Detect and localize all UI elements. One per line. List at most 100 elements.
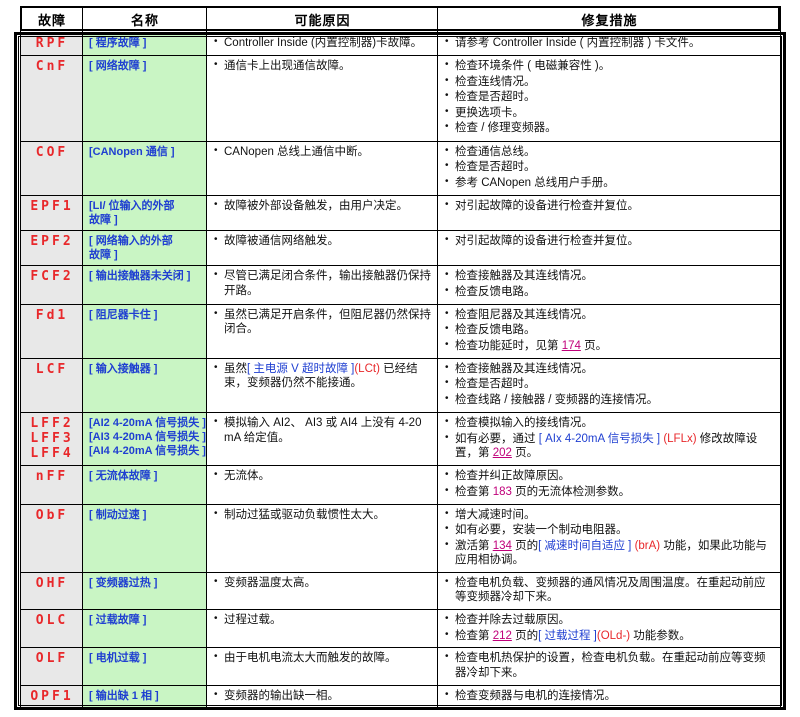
bullet-item: 制动过猛或驱动负载惯性太大。: [213, 507, 432, 523]
fault-code-cell: EPF2: [20, 230, 83, 267]
remedy-list: 检查接触器及其连线情况。检查反馈电路。: [444, 268, 775, 300]
fault-name: [ 无流体故障 ]: [89, 470, 158, 483]
text-run: (OLd-): [596, 629, 631, 642]
bullet-item: 更换选项卡。: [444, 105, 775, 121]
remedy-cell: 检查电机热保护的设置，检查电机负载。在重起动前应等变频器冷却下来。: [437, 647, 781, 686]
text-run: 检查并除去过载原因。: [455, 614, 570, 627]
fault-name: [CANopen 通信 ]: [89, 145, 175, 158]
fault-name: [AI3 4-20mA 信号损失 ]: [89, 431, 206, 444]
fault-name-cell: [ 变频器过热 ]: [82, 571, 207, 611]
fault-name-cell: [ 输出接触器未关闭 ]: [82, 265, 207, 305]
table-row: OLF [ 电机过载 ] 由于电机电流太大而触发的故障。 检查电机热保护的设置，检查电…: [20, 647, 781, 686]
remedy-cell: 检查接触器及其连线情况。检查反馈电路。: [437, 265, 781, 305]
probable-cause-list: 尽管已满足闭合条件，输出接触器仍保持开路。: [213, 268, 432, 298]
fault-code: EPF2: [30, 234, 74, 250]
table-row: OHF [ 变频器过热 ] 变频器温度太高。 检查电机负载、变频器的通风情况及周围温度…: [20, 571, 781, 611]
fault-code-cell: OLC: [20, 609, 83, 649]
page-reference[interactable]: 134: [492, 539, 512, 552]
bullet-item: 检查通信总线。: [444, 144, 775, 160]
bullet-item: 检查环境条件 ( 电磁兼容性 )。: [444, 58, 775, 74]
probable-cause-cell: 虽然已满足开启条件，但阻尼器仍然保持闭合。: [206, 303, 438, 359]
bullet-item: 检查阻尼器及其连线情况。: [444, 307, 775, 323]
fault-code-cell: LFF2 LFF3 LFF4: [20, 412, 83, 467]
probable-cause-cell: 过程过载。: [206, 609, 438, 649]
remedy-list: 检查阻尼器及其连线情况。检查反馈电路。检查功能延时，见第 174 页。: [444, 307, 775, 354]
text-run: 如有必要，通过: [455, 432, 539, 445]
table-row: FCF2[ 输出接触器未关闭 ]尽管已满足闭合条件，输出接触器仍保持开路。检查接…: [20, 265, 781, 305]
text-run: 检查反馈电路。: [455, 324, 536, 337]
fault-code: LFF3: [30, 431, 74, 447]
text-run: 检查接触器及其连线情况。: [455, 362, 593, 375]
remedy-cell: 检查通信总线。检查是否超时。参考 CANopen 总线用户手册。: [437, 140, 781, 196]
remedy-list: 检查电机热保护的设置，检查电机负载。在重起动前应等变频器冷却下来。: [444, 650, 775, 680]
fault-name: 故障 ]: [89, 249, 118, 262]
fault-name-cell: [LI/ 位输入的外部 故障 ]: [82, 194, 207, 232]
text-run: 检查接触器及其连线情况。: [455, 270, 593, 283]
probable-cause-cell: Controller Inside (内置控制器)卡故障。: [206, 31, 438, 57]
text-run: 故障被通信网络触发。: [224, 235, 339, 248]
text-run: CANopen 总线上通信中断。: [224, 145, 370, 158]
fault-code: OHF: [35, 575, 69, 591]
fault-code-cell: RPF: [20, 31, 83, 57]
fault-name: [ 输出接触器未关闭 ]: [89, 270, 191, 283]
table-row: ObF [ 制动过速 ] 制动过猛或驱动负载惯性太大。 增大减速时间。如有必要，安装一…: [20, 503, 781, 573]
remedy-list: 检查通信总线。检查是否超时。参考 CANopen 总线用户手册。: [444, 144, 775, 191]
page-reference[interactable]: 212: [492, 629, 512, 642]
fault-code: COF: [35, 144, 69, 160]
probable-cause-list: 模拟输入 AI2、 AI3 或 AI4 上没有 4-20 mA 给定值。: [213, 415, 432, 445]
table-header-row: 故障 名称 可能原因 修复措施: [20, 6, 781, 33]
bullet-item: 检查并纠正故障原因。: [444, 468, 775, 484]
text-run: (LCt): [354, 362, 380, 375]
bullet-item: 检查功能延时，见第 174 页。: [444, 338, 775, 354]
table-row: COF [CANopen 通信 ] CANopen 总线上通信中断。 检查通信总线。检…: [20, 140, 781, 196]
text-run: (brA): [631, 539, 661, 552]
text-run: 检查第: [455, 629, 493, 642]
probable-cause-cell: 尽管已满足闭合条件，输出接触器仍保持开路。: [206, 265, 438, 305]
text-run: 检查并纠正故障原因。: [455, 470, 570, 483]
bullet-item: 如有必要，通过 [ AIx 4-20mA 信号损失 ] (LFLx) 修改故障设…: [444, 431, 775, 461]
bullet-item: 激活第 134 页的[ 减速时间自适应 ] (brA) 功能，如果此功能与应用相…: [444, 538, 775, 568]
fault-name-cell: [CANopen 通信 ]: [82, 140, 207, 196]
fault-code: OPF1: [30, 688, 74, 704]
fault-name: [AI2 4-20mA 信号损失 ]: [89, 417, 206, 430]
bullet-item: 检查接触器及其连线情况。: [444, 268, 775, 284]
bullet-item: 检查模拟输入的接线情况。: [444, 415, 775, 431]
probable-cause-cell: CANopen 总线上通信中断。: [206, 140, 438, 196]
probable-cause-list: 故障被通信网络触发。: [213, 233, 432, 249]
fault-name: [ 过载故障 ]: [89, 614, 147, 627]
remedy-cell: 对引起故障的设备进行检查并复位。: [437, 230, 781, 267]
probable-cause-cell: 由于电机电流太大而触发的故障。: [206, 647, 438, 686]
text-run: 变频器温度太高。: [224, 576, 316, 589]
text-run: [ 减速时间自适应 ]: [538, 539, 632, 552]
text-run: 检查阻尼器及其连线情况。: [455, 308, 593, 321]
bullet-item: 检查是否超时。: [444, 376, 775, 392]
remedy-cell: 增大减速时间。如有必要，安装一个制动电阻器。激活第 134 页的[ 减速时间自适…: [437, 503, 781, 573]
fault-name: [ 变频器过热 ]: [89, 576, 158, 589]
remedy-cell: 请参考 Controller Inside ( 内置控制器 ) 卡文件。: [437, 31, 781, 57]
remedy-list: 检查变频器与电机的连接情况。: [444, 688, 775, 704]
page-reference[interactable]: 183: [492, 485, 512, 498]
bullet-item: 请参考 Controller Inside ( 内置控制器 ) 卡文件。: [444, 35, 775, 51]
fault-name-cell: [ 输入接触器 ]: [82, 357, 207, 414]
text-run: 对引起故障的设备进行检查并复位。: [455, 199, 639, 212]
fault-name: [ 网络输入的外部: [89, 235, 173, 248]
fault-code: nFF: [35, 469, 69, 485]
page-reference[interactable]: 202: [492, 447, 512, 460]
column-header-code: 故障: [20, 6, 83, 33]
bullet-item: 检查反馈电路。: [444, 284, 775, 300]
text-run: 参考 CANopen 总线用户手册。: [455, 176, 615, 189]
bullet-item: 虽然已满足开启条件，但阻尼器仍然保持闭合。: [213, 307, 432, 337]
fault-name: [AI4 4-20mA 信号损失 ]: [89, 445, 206, 458]
bullet-item: 检查 / 修理变频器。: [444, 120, 775, 136]
remedy-list: 请参考 Controller Inside ( 内置控制器 ) 卡文件。: [444, 35, 775, 51]
page-reference[interactable]: 174: [561, 339, 581, 352]
text-run: 对引起故障的设备进行检查并复位。: [455, 235, 639, 248]
text-run: 检查反馈电路。: [455, 285, 536, 298]
bullet-item: 虽然[ 主电源 V 超时故障 ](LCt) 已经结束，变频器仍然不能接通。: [213, 361, 432, 391]
probable-cause-cell: 变频器的输出缺一相。: [206, 684, 438, 709]
probable-cause-cell: 通信卡上出现通信故障。: [206, 55, 438, 142]
fault-code: OLF: [35, 651, 69, 667]
fault-name: [ 程序故障 ]: [89, 37, 147, 49]
probable-cause-cell: 故障被通信网络触发。: [206, 230, 438, 267]
remedy-list: 检查电机负载、变频器的通风情况及周围温度。在重起动前应等变频器冷却下来。: [444, 575, 775, 605]
